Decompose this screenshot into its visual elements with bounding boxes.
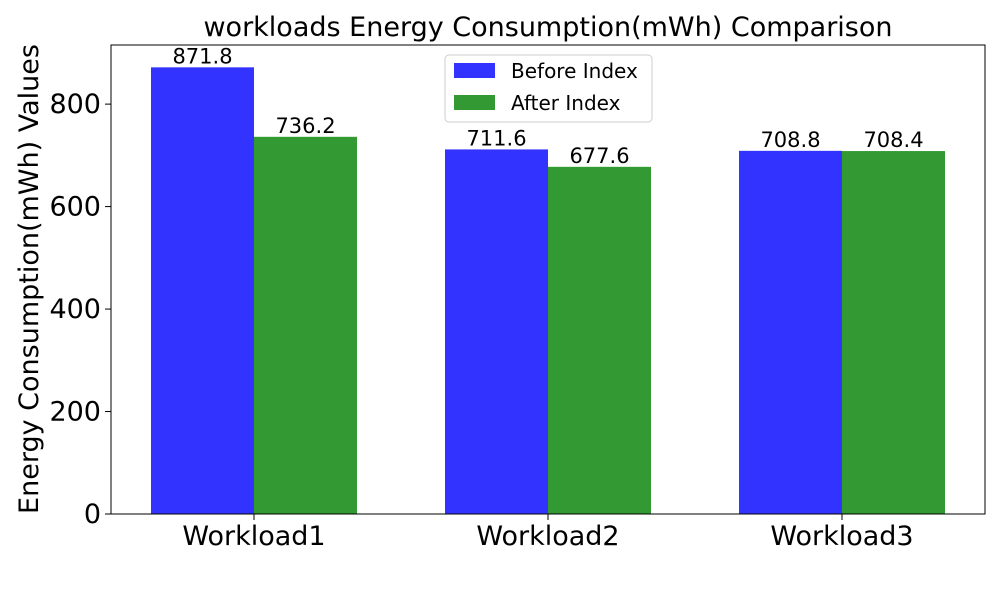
bar-before-index-workload1: [151, 67, 254, 514]
data-label-after-index-workload3: 708.4: [863, 128, 923, 152]
data-label-after-index-workload1: 736.2: [275, 114, 335, 138]
bar-after-index-workload2: [548, 166, 651, 514]
x-axis: Workload1 Workload2 Workload3: [182, 514, 914, 552]
bar-after-index-workload3: [842, 151, 945, 514]
y-tick-label: 600: [49, 192, 101, 223]
legend: Before Index After Index: [444, 54, 653, 123]
legend-label-after-index: After Index: [511, 91, 621, 115]
x-tick-label-workload2: Workload2: [476, 521, 619, 552]
plot-frame: [110, 44, 986, 515]
chart-title: workloads Energy Consumption(mWh) Compar…: [203, 12, 892, 43]
data-label-after-index-workload2: 677.6: [569, 144, 629, 168]
value-labels-layer: 871.8 736.2 711.6 677.6 708.8 708.4: [172, 44, 923, 167]
bar-after-index-workload1: [254, 136, 357, 514]
x-tick-label-workload1: Workload1: [182, 521, 325, 552]
y-tick-label: 400: [49, 294, 101, 325]
y-tick-label: 200: [49, 397, 101, 428]
data-label-before-index-workload3: 708.8: [760, 128, 820, 152]
legend-swatch-before-index: [454, 63, 495, 78]
bar-before-index-workload2: [445, 149, 548, 514]
legend-label-before-index: Before Index: [511, 59, 638, 83]
data-label-before-index-workload1: 871.8: [172, 44, 232, 68]
legend-swatch-after-index: [454, 95, 495, 110]
x-tick-label-workload3: Workload3: [770, 521, 913, 552]
legend-box: [444, 54, 653, 123]
y-axis-label: Energy Consumption(mWh) Values: [14, 44, 45, 514]
y-axis: 0 200 400 600 800: [49, 89, 111, 530]
data-label-before-index-workload2: 711.6: [466, 126, 526, 150]
y-tick-label: 0: [84, 499, 101, 530]
bar-before-index-workload3: [739, 150, 842, 514]
bars-layer: [151, 67, 945, 514]
y-tick-label: 800: [49, 89, 101, 120]
